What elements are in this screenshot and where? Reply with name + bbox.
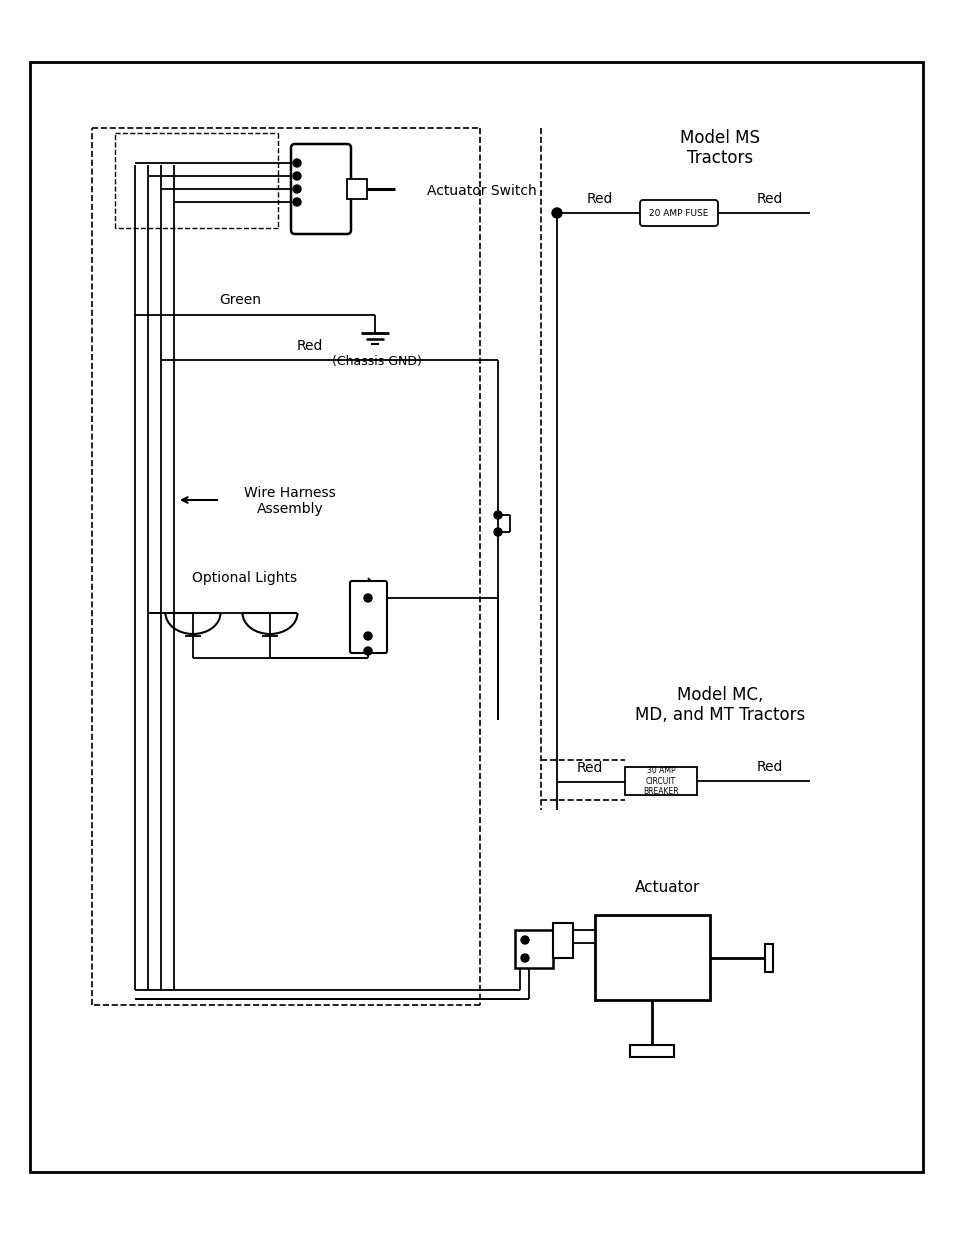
Text: Red: Red [756,191,782,206]
Circle shape [494,511,501,519]
Circle shape [520,936,529,944]
Circle shape [293,159,301,167]
Text: Red: Red [296,338,323,353]
Text: Green: Green [219,293,261,308]
Text: Actuator: Actuator [635,881,700,895]
Text: 30 AMP
CIRCUIT
BREAKER: 30 AMP CIRCUIT BREAKER [642,766,679,795]
Bar [595,915,709,1000]
Text: Red: Red [756,760,782,774]
Circle shape [364,647,372,655]
Bar [30,62,923,1172]
Circle shape [552,207,561,219]
Text: Model MS
Tractors: Model MS Tractors [679,128,760,168]
Bar [515,930,553,968]
Text: (Chassis GND): (Chassis GND) [332,354,421,368]
Bar [347,179,367,199]
Text: Red: Red [586,191,613,206]
Text: 20 AMP FUSE: 20 AMP FUSE [649,209,708,217]
Circle shape [364,594,372,601]
Bar [764,944,772,972]
Circle shape [293,185,301,193]
FancyBboxPatch shape [639,200,718,226]
Bar [553,923,573,958]
Text: Wire Harness
Assembly: Wire Harness Assembly [244,485,335,516]
Text: Red: Red [577,761,602,776]
Circle shape [293,198,301,206]
FancyBboxPatch shape [350,580,387,653]
Text: Actuator Switch: Actuator Switch [427,184,537,198]
FancyBboxPatch shape [291,144,351,233]
Bar [630,1045,674,1057]
Circle shape [520,953,529,962]
Circle shape [494,529,501,536]
Text: Model MC,
MD, and MT Tractors: Model MC, MD, and MT Tractors [634,685,804,725]
Circle shape [364,632,372,640]
Bar [624,767,697,795]
Text: Optional Lights: Optional Lights [193,571,297,585]
Circle shape [293,172,301,180]
